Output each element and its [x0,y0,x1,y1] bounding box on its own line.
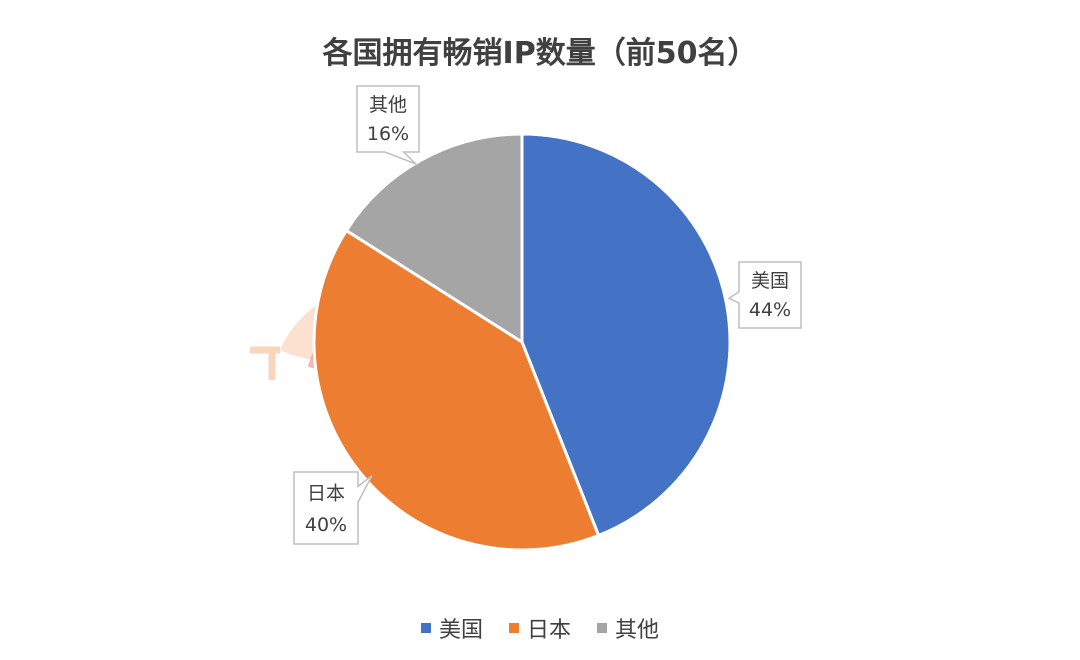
legend-swatch [597,623,607,633]
chart-title: 各国拥有畅销IP数量（前50名） [322,36,758,71]
pie-slice-japan [312,228,601,552]
callout-category-other: 其他 [369,94,407,116]
legend-label: 其他 [615,618,660,643]
callout-box-usa [727,261,802,329]
legend-item-japan: 日本 [508,612,571,644]
legend: 美国 日本 其他 [0,612,1080,644]
callout-value-usa: 44% [749,299,791,321]
pie-slices [312,132,732,552]
legend-item-usa: 美国 [420,612,483,644]
callout-value-other: 16% [367,123,409,145]
legend-swatch [420,623,431,633]
pie-slice-usa [520,132,732,538]
legend-label: 日本 [526,618,571,643]
callout-box-japan [293,471,373,545]
legend-label: 美国 [438,618,483,643]
legend-item-other: 其他 [597,612,659,644]
pie-callouts: 美国 44% 日本 40% 其他 16% [293,85,802,545]
callout-category-usa: 美国 [751,270,789,292]
callout-category-japan: 日本 [307,482,345,504]
pie-slice-other [344,132,524,345]
callout-box-other [356,85,420,165]
callout-value-japan: 40% [305,514,347,536]
legend-swatch [508,623,519,633]
